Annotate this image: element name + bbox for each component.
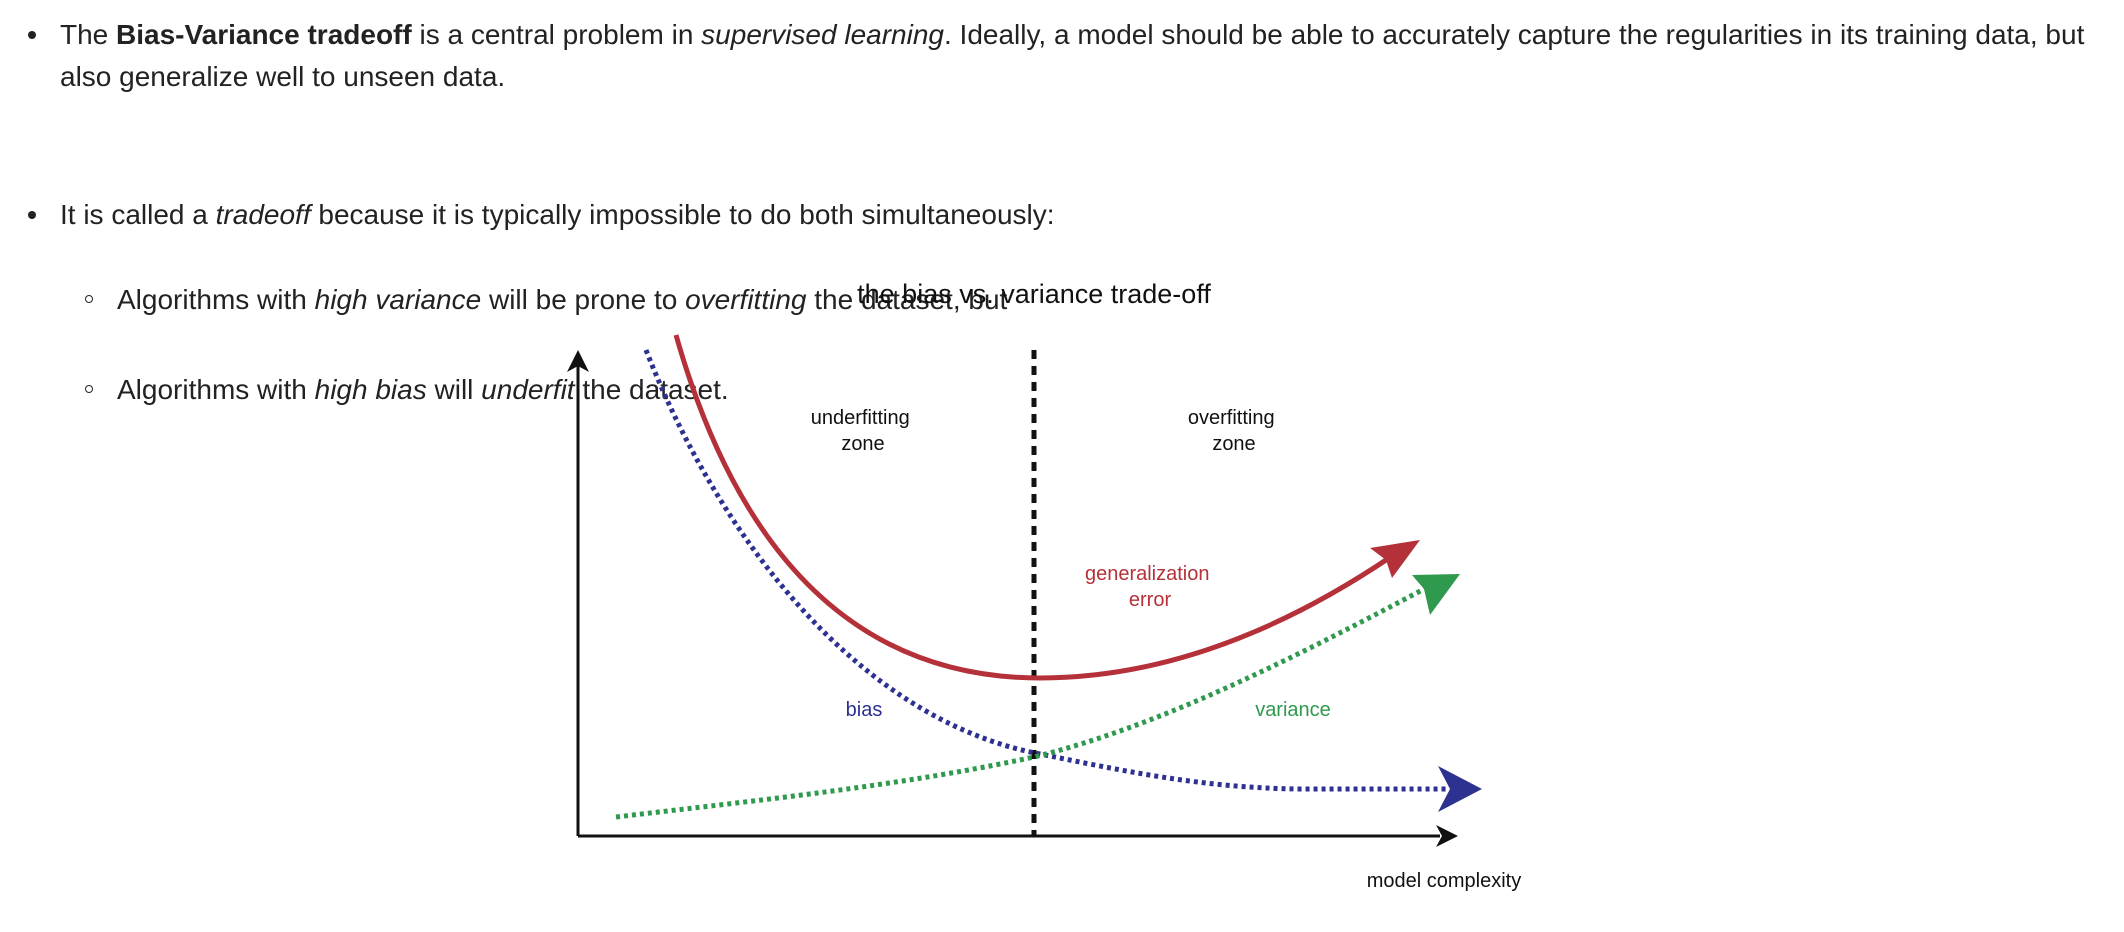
generalization-error-label: generalization error xyxy=(1085,563,1215,611)
bullet-text: The Bias-Variance tradeoff is a central … xyxy=(60,19,2085,50)
bias-arrowhead xyxy=(1438,766,1482,812)
x-axis-label: model complexity xyxy=(1367,870,1522,892)
x-axis-arrowhead xyxy=(1436,825,1458,847)
italic-term: tradeoff xyxy=(215,199,311,230)
bullet-text: It is called a tradeoff because it is ty… xyxy=(60,199,1055,230)
variance-curve xyxy=(615,585,1428,820)
sub-bullet-text: Algorithms with high variance will be pr… xyxy=(117,284,1008,315)
sub-bullet-high-variance: Algorithms with high variance will be pr… xyxy=(0,279,2124,321)
bullet-list: The Bias-Variance tradeoff is a central … xyxy=(0,0,2124,405)
underfitting-zone-label: underfitting zone xyxy=(811,407,916,455)
bias-curve xyxy=(643,349,1446,792)
bullet-text-continuation: also generalize well to unseen data. xyxy=(60,61,506,92)
sub-bullet-text: Algorithms with high bias will underfit … xyxy=(117,374,729,405)
overfitting-zone-label: overfitting zone xyxy=(1188,407,1280,455)
generalization-error-arrowhead xyxy=(1370,540,1420,578)
sub-bullet-circle xyxy=(85,295,93,303)
bold-term: Bias-Variance tradeoff xyxy=(116,19,412,50)
variance-label: variance xyxy=(1255,699,1331,721)
bullet-item-tradeoff-explanation: It is called a tradeoff because it is ty… xyxy=(0,194,2124,236)
bullet-dot xyxy=(28,211,36,219)
variance-arrowhead xyxy=(1412,574,1460,615)
bullet-item-tradeoff-definition: The Bias-Variance tradeoff is a central … xyxy=(0,14,2124,98)
italic-term: supervised learning xyxy=(701,19,944,50)
figure-title: the bias vs. variance trade-off xyxy=(857,279,1211,309)
sub-bullet-high-bias: Algorithms with high bias will underfit … xyxy=(0,369,2124,411)
bullet-dot xyxy=(28,31,36,39)
y-axis-arrowhead xyxy=(567,350,589,372)
generalization-error-curve xyxy=(673,334,1394,681)
sub-bullet-circle xyxy=(85,385,93,393)
bias-label: bias xyxy=(846,699,883,721)
